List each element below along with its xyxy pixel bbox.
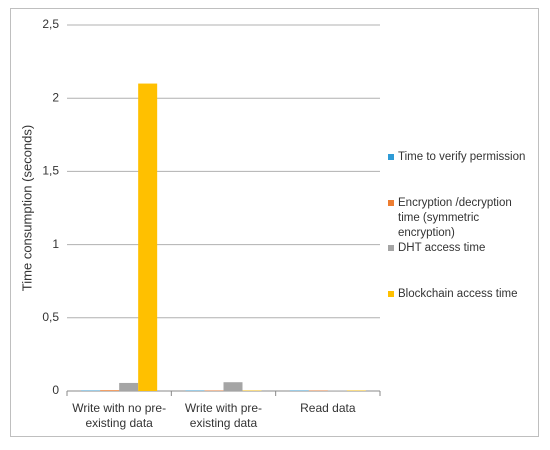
- y-tick-label: 2,5: [42, 17, 59, 31]
- x-tick-label: Write with pre-existing data: [184, 401, 263, 430]
- legend-label: Encryption /decryption time (symmetric e…: [398, 197, 512, 239]
- x-tick-label: Read data: [300, 401, 356, 415]
- y-tick-label: 2: [52, 90, 59, 104]
- x-tick-label: Write with no pre-existing data: [72, 401, 167, 430]
- bar: [119, 382, 139, 391]
- y-tick-label: 1,5: [42, 164, 59, 178]
- legend-label: DHT access time: [398, 242, 486, 254]
- bar: [100, 390, 120, 391]
- legend-swatch: [388, 291, 394, 297]
- y-axis-label: Time consumption (seconds): [19, 125, 34, 291]
- bar: [138, 83, 158, 391]
- chart-frame: [10, 8, 539, 437]
- y-tick-label: 0: [52, 383, 59, 397]
- legend-swatch: [388, 245, 394, 251]
- legend-swatch: [388, 200, 394, 206]
- legend-swatch: [388, 154, 394, 160]
- bar: [223, 382, 243, 391]
- legend-label: Blockchain access time: [398, 288, 518, 300]
- legend-label: Time to verify permission: [398, 151, 526, 163]
- y-tick-label: 1: [52, 237, 59, 251]
- y-tick-label: 0,5: [42, 310, 59, 324]
